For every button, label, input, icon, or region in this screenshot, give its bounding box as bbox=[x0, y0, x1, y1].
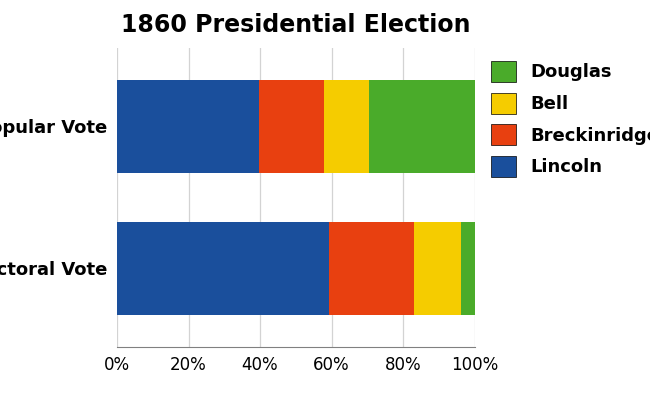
Title: 1860 Presidential Election: 1860 Presidential Election bbox=[121, 12, 471, 37]
Bar bbox=[330, 222, 415, 315]
Legend: Douglas, Bell, Breckinridge, Lincoln: Douglas, Bell, Breckinridge, Lincoln bbox=[487, 57, 650, 181]
Bar bbox=[461, 222, 475, 315]
Bar bbox=[117, 222, 330, 315]
Bar bbox=[415, 222, 461, 315]
Bar bbox=[324, 80, 369, 172]
Bar bbox=[369, 80, 474, 172]
Bar bbox=[259, 80, 324, 172]
Bar bbox=[117, 80, 259, 172]
